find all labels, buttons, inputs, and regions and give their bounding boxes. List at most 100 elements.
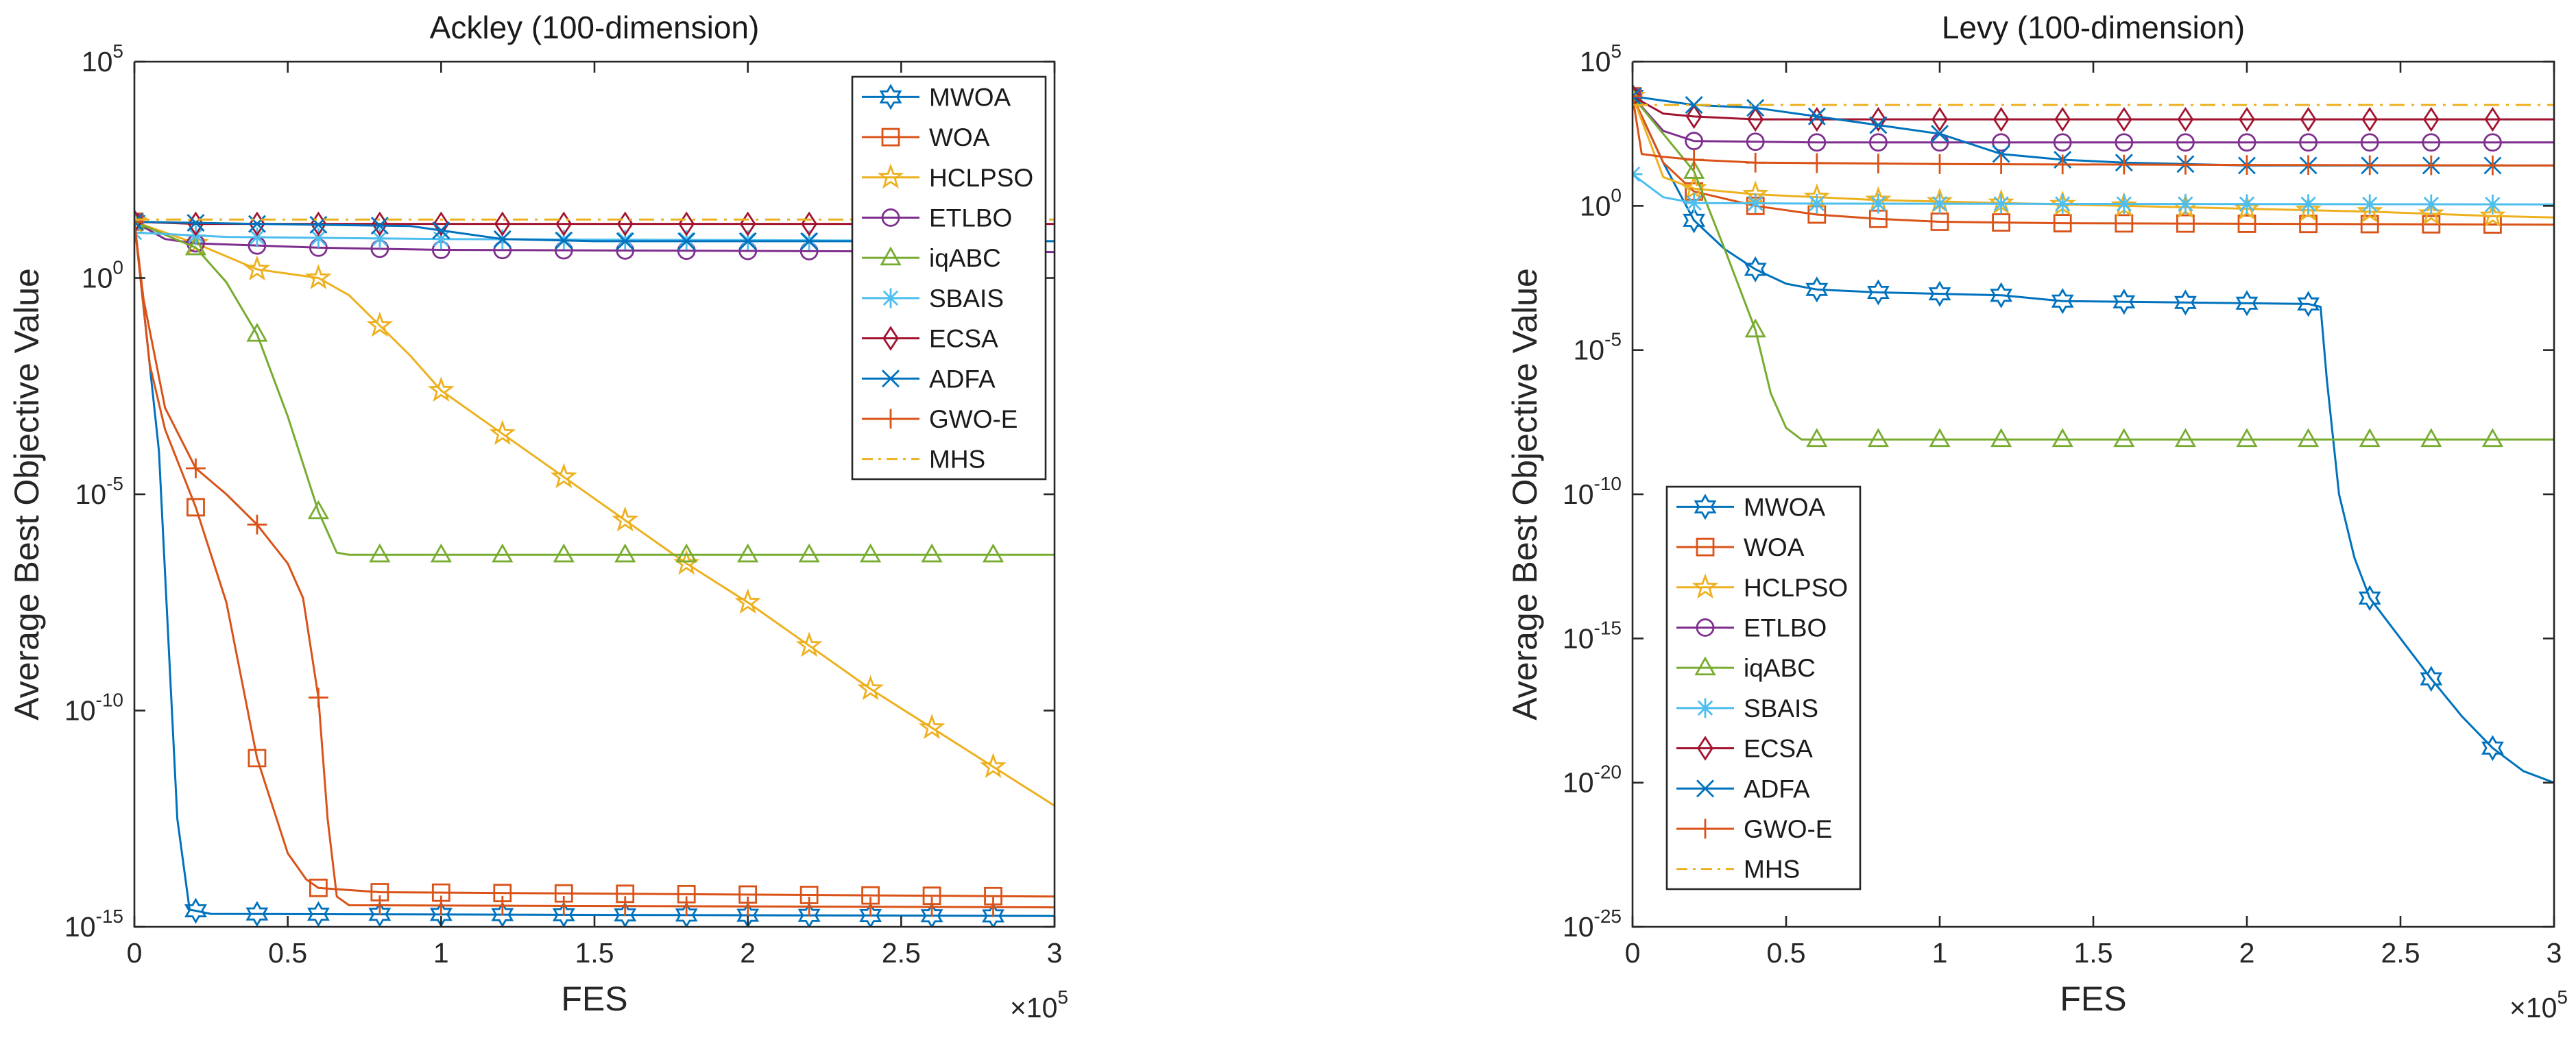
marker-iqabc [2359,428,2381,448]
marker-adfa [1807,107,1826,125]
marker-sbais [370,228,390,249]
marker-etlbo [2483,133,2502,152]
legend-label-hclpso: HCLPSO [1744,574,1848,602]
marker-iqabc [553,543,575,563]
marker-gwo-e [134,212,145,232]
marker-hclpso [2479,202,2506,228]
y-tick-label: 100 [1580,184,1622,221]
marker-sbais [2483,194,2503,215]
marker-woa [186,498,205,517]
y-tick-label: 10-10 [1563,473,1622,510]
marker-sbais [247,227,267,247]
x-axis-title: FES [2060,980,2126,1018]
marker-ecsa [2239,106,2255,132]
marker-iqabc [2113,428,2135,448]
marker-gwo-e [2359,155,2380,175]
legend-label-sbais: SBAIS [929,284,1004,313]
marker-etlbo [248,236,267,255]
marker-hclpso [489,420,516,446]
y-tick-label: 105 [82,40,123,77]
marker-hclpso [2295,196,2322,222]
marker-mwoa [1805,276,1829,303]
marker-etlbo [309,238,328,257]
marker-etlbo [2360,133,2379,152]
marker-adfa [248,215,266,233]
marker-gwo-e [2483,155,2503,175]
marker-etlbo [2299,133,2318,152]
legend-marker-woa [1696,537,1715,557]
marker-mwoa [368,901,392,927]
marker-mwoa [1928,280,1951,307]
marker-iqabc [798,543,820,563]
legend-marker-etlbo [1696,618,1715,637]
marker-iqabc [1990,428,2012,448]
legend-marker-adfa [1696,779,1714,798]
marker-woa [431,883,450,902]
x-tick-label: 3 [1047,937,1063,969]
series-line-adfa [1633,95,2554,167]
marker-iqabc [2236,428,2258,448]
marker-hclpso [795,631,823,657]
marker-iqabc [860,543,882,563]
legend-label-mhs: MHS [929,446,985,474]
marker-sbais [1807,193,1827,214]
marker-ecsa [1685,104,1702,130]
legend-marker-gwo-e [880,409,901,429]
legend-label-iqabc: iqABC [1744,654,1816,682]
legend: MWOA WOA HCLPSO ETLBO iqABC SBAIS ECSA ADFA GWO-… [1665,485,1862,890]
legend-marker-sbais [1695,698,1716,718]
marker-iqabc [2420,428,2442,448]
marker-etlbo [1685,132,1704,151]
legend-marker-woa [881,128,900,147]
marker-iqabc [492,543,514,563]
marker-mwoa [491,901,514,927]
marker-mwoa [2174,289,2197,316]
marker-mwoa [1744,256,1767,282]
marker-woa [2115,214,2134,233]
y-tick-label: 10-15 [1563,617,1622,654]
legend-box [1665,485,1862,890]
marker-iqabc [614,543,636,563]
marker-gwo-e [1745,152,1766,173]
marker-gwo-e [983,897,1003,917]
legend-label-woa: WOA [1744,533,1805,561]
marker-adfa [616,232,634,250]
marker-mwoa [245,901,269,927]
marker-mwoa [184,897,207,924]
x-tick-label: 1.5 [575,937,614,969]
marker-woa [2176,214,2195,233]
marker-gwo-e [1868,154,1888,174]
marker-woa [922,886,941,906]
x-tick-label: 1.5 [2074,937,2113,969]
marker-iqabc [737,543,759,563]
marker-ecsa [2422,106,2440,132]
y-tick-label: 10-20 [1563,762,1622,799]
marker-ecsa [1993,106,2010,132]
legend-label-mwoa: MWOA [929,83,1011,111]
marker-iqabc [675,543,697,563]
marker-sbais [1929,193,1950,214]
legend: MWOA WOA HCLPSO ETLBO iqABC SBAIS ECSA ADFA GWO-… [851,75,1047,481]
legend-marker-ecsa [882,326,899,351]
legend-label-sbais: SBAIS [1744,694,1818,723]
y-tick-label: 100 [82,257,123,294]
plot-area [1633,82,2554,784]
series-line-mwoa [134,221,1055,917]
marker-woa [370,883,389,901]
marker-adfa [677,232,696,250]
marker-iqabc [2298,428,2320,448]
marker-hclpso [1681,174,1707,200]
marker-iqabc [184,236,207,256]
marker-woa [554,884,573,903]
marker-etlbo [2115,133,2134,152]
marker-mwoa [1633,83,1644,110]
series-line-gwo-e [134,221,1055,909]
marker-adfa [134,213,143,231]
series-line-ecsa [1633,95,2554,121]
marker-gwo-e [1684,149,1704,170]
marker-sbais [2421,194,2442,215]
legend-marker-etlbo [881,208,900,227]
marker-gwo-e [2176,154,2195,175]
marker-sbais [309,228,328,248]
